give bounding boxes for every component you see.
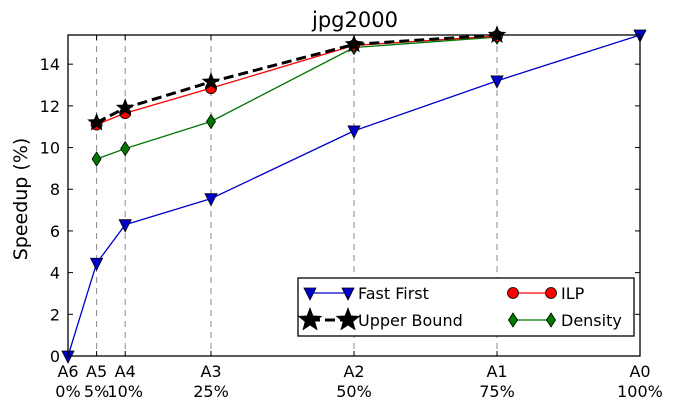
y-tick-label: 8 — [50, 180, 60, 199]
legend-entry: Upper Bound — [297, 307, 463, 331]
x-tick-name: A2 — [343, 362, 364, 381]
x-tick-name: A6 — [57, 362, 78, 381]
legend-label: Fast First — [358, 284, 429, 303]
legend-marker — [508, 312, 518, 328]
legend-marker — [335, 307, 361, 331]
data-point — [118, 219, 132, 233]
x-tick-name: A5 — [86, 362, 107, 381]
legend: Fast First Upper Bound ILP Density — [297, 277, 635, 337]
x-tick-pct: 75% — [479, 382, 515, 401]
series-line — [96, 35, 498, 126]
legend-entry: ILP — [507, 284, 585, 303]
x-tick-pct: 50% — [336, 382, 372, 401]
x-tick-pct: 10% — [107, 382, 143, 401]
x-tick-pct: 0% — [55, 382, 80, 401]
x-tick-name: A4 — [115, 362, 136, 381]
data-point — [344, 34, 364, 53]
legend-marker — [507, 287, 519, 299]
y-tick-label: 10 — [40, 139, 60, 158]
x-tick-pct: 100% — [617, 382, 663, 401]
series-ilp — [90, 30, 503, 131]
series-layer — [61, 25, 647, 364]
data-point — [87, 112, 106, 131]
x-tick-name: A3 — [200, 362, 221, 381]
series-upper-bound — [87, 25, 507, 131]
legend-entry: Density — [508, 311, 622, 330]
series-line — [95, 33, 498, 124]
legend-label: ILP — [561, 284, 585, 303]
legend-marker — [546, 312, 556, 328]
y-tick-label: 0 — [50, 347, 60, 366]
data-point — [115, 98, 135, 116]
y-tick-label: 12 — [40, 97, 60, 116]
data-point — [490, 75, 504, 89]
legend-marker — [297, 307, 323, 331]
y-tick-label: 2 — [50, 305, 60, 324]
x-tick-pct: 25% — [193, 382, 229, 401]
data-point — [89, 257, 104, 272]
y-axis-label: Speedup (%) — [10, 138, 32, 261]
data-point — [120, 140, 131, 157]
data-point — [206, 113, 216, 130]
legend-entry: Fast First — [303, 284, 429, 303]
y-tick-label: 14 — [40, 55, 60, 74]
x-tick-name: A0 — [629, 362, 650, 381]
y-tick-label: 4 — [50, 264, 60, 283]
data-point — [347, 125, 361, 139]
series-fast-first — [61, 29, 647, 364]
x-tick-name: A1 — [486, 362, 507, 381]
data-point — [91, 151, 102, 167]
data-point — [204, 193, 218, 207]
x-tick-pct: 5% — [84, 382, 109, 401]
legend-label: Density — [561, 311, 622, 330]
legend-label: Upper Bound — [358, 311, 463, 330]
data-point — [201, 72, 221, 90]
legend-marker — [545, 287, 557, 299]
chart-title: jpg2000 — [311, 8, 398, 32]
y-tick-label: 6 — [50, 222, 60, 241]
legend-marker — [341, 287, 355, 301]
legend-marker — [303, 287, 317, 301]
